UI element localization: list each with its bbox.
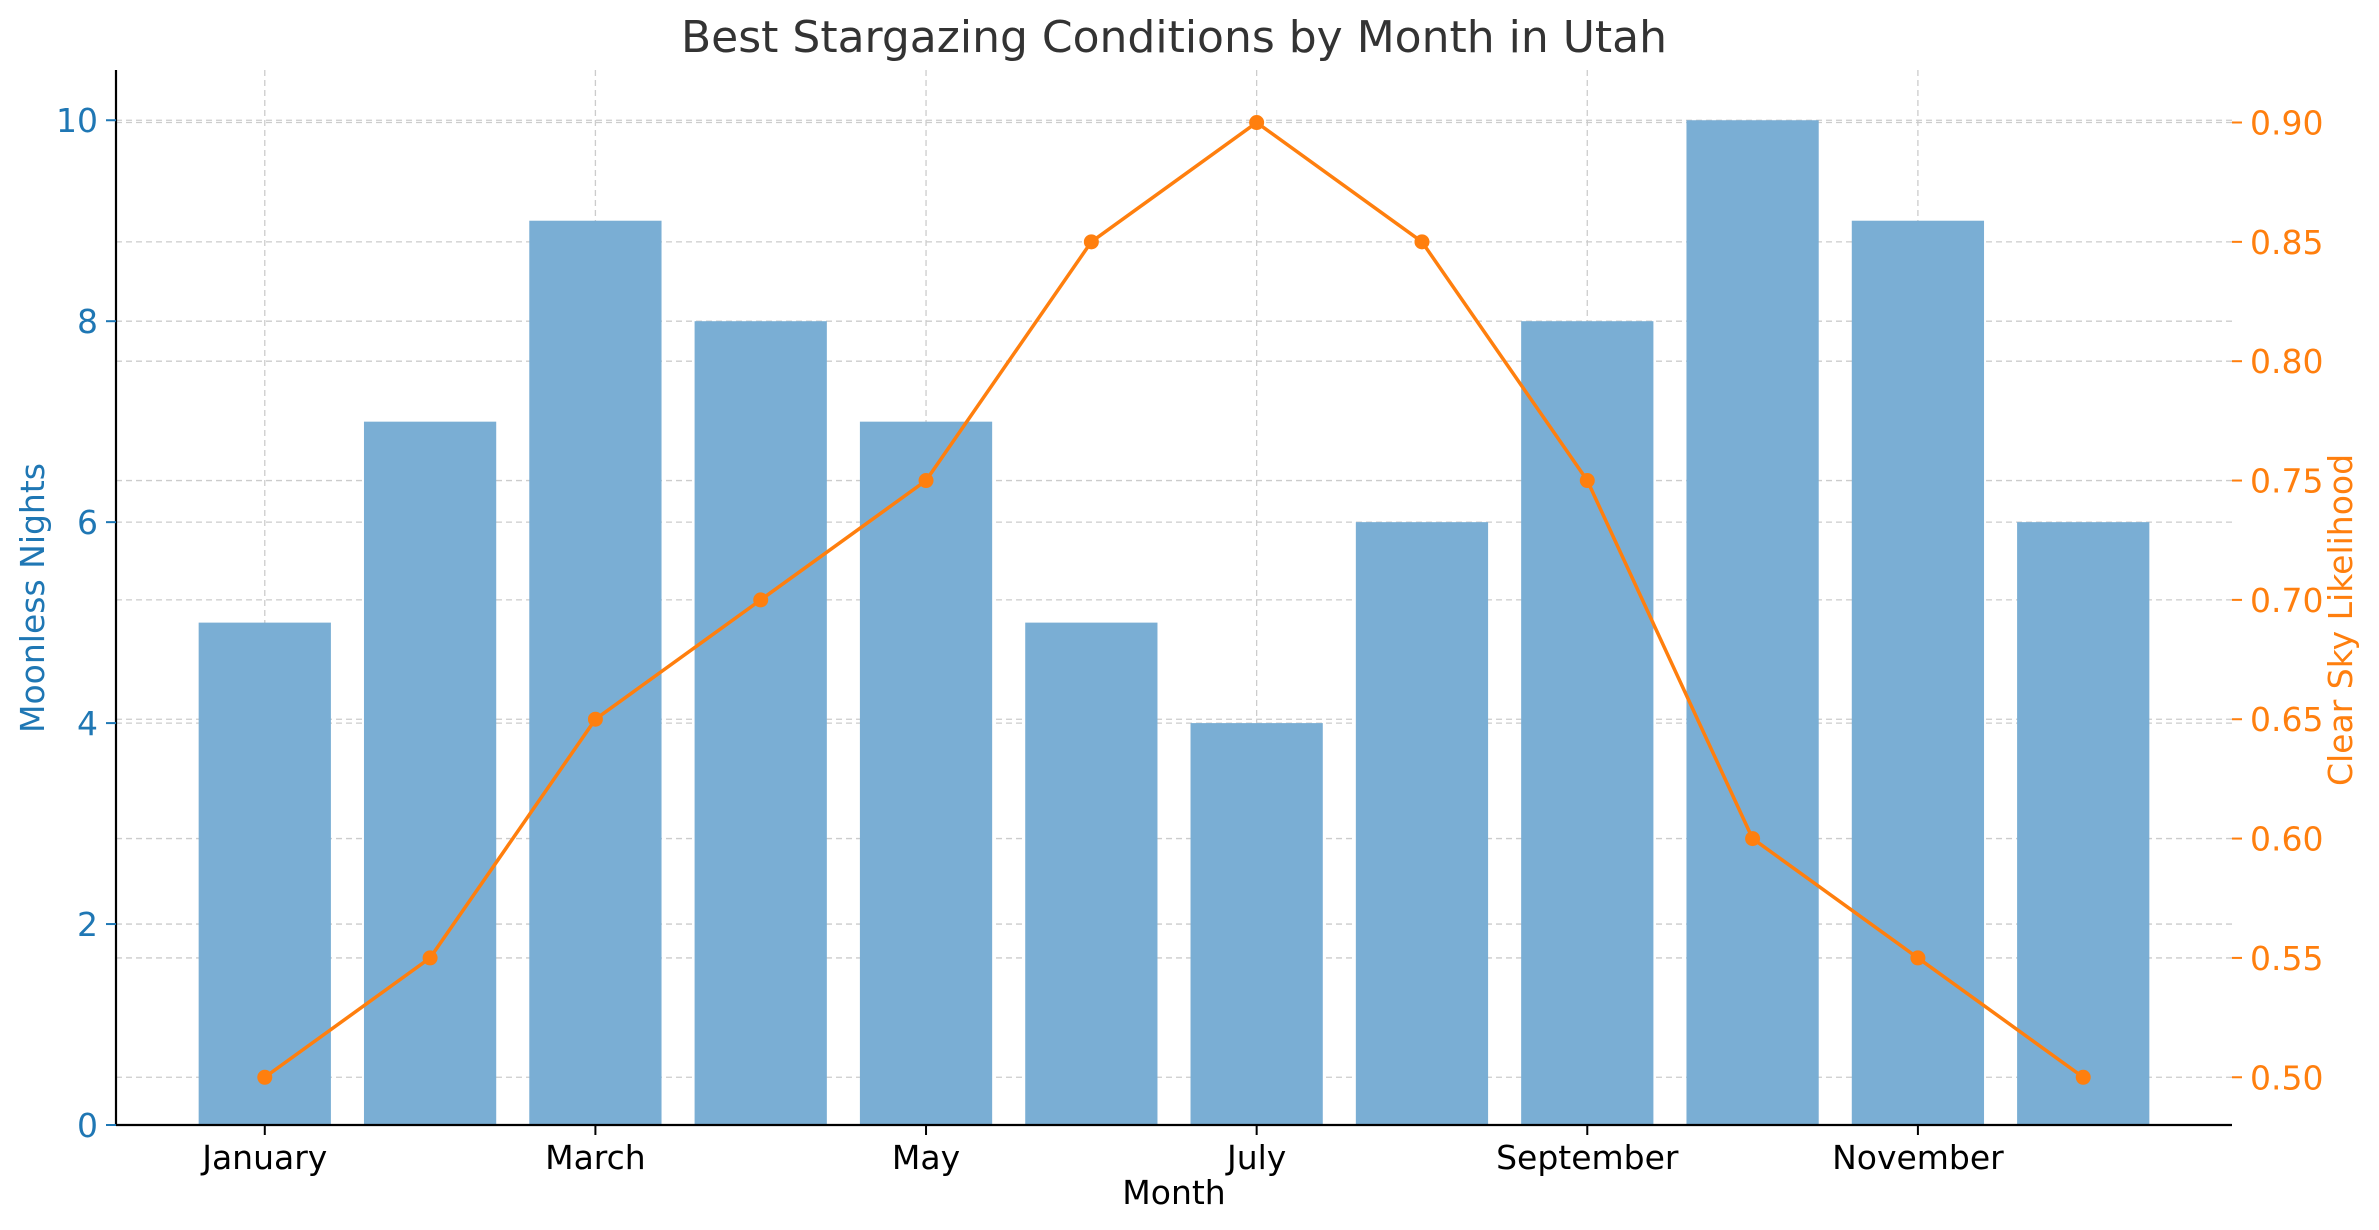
clear-sky-line — [263, 120, 2085, 1079]
bar — [529, 220, 662, 1125]
x-tick-label: November — [1832, 1138, 2004, 1177]
line-point — [1249, 115, 1265, 131]
bar — [1851, 220, 1985, 1125]
bar — [2017, 522, 2150, 1125]
line-point — [587, 711, 603, 727]
bar — [1686, 120, 1819, 1125]
x-tick-label: September — [1496, 1138, 1679, 1177]
y-left-tick-label: 0 — [77, 1106, 98, 1145]
line-point — [1910, 950, 1926, 966]
y-left-tick-label: 8 — [77, 302, 98, 341]
bar — [363, 421, 497, 1126]
bar — [1521, 321, 1654, 1125]
line-layer — [257, 115, 2091, 1085]
bar — [694, 321, 827, 1125]
chart-title: Best Stargazing Conditions by Month in U… — [681, 12, 1667, 63]
ticks-layer: 0 2 4 6 8 10 0.50 0.55 0.60 0.65 0.70 0.75 0.80 0.85 0… — [56, 101, 2323, 1177]
line-point — [918, 473, 934, 489]
axes-layer — [114, 70, 2232, 1127]
line-point — [1083, 234, 1099, 250]
x-tick-label: July — [1225, 1138, 1286, 1177]
y-right-tick-label: 0.60 — [2250, 820, 2323, 859]
bar — [1190, 723, 1323, 1125]
y-right-tick-label: 0.70 — [2250, 581, 2323, 620]
y-right-tick-label: 0.85 — [2250, 223, 2323, 262]
line-point — [422, 950, 438, 966]
y-left-tick-label: 6 — [77, 503, 98, 542]
y-right-tick-label: 0.75 — [2250, 462, 2323, 501]
bar — [198, 622, 331, 1125]
line-point — [753, 592, 769, 608]
line-point — [257, 1069, 273, 1085]
y-right-tick-label: 0.55 — [2250, 939, 2323, 978]
y-left-axis-title: Moonless Nights — [13, 463, 52, 733]
bars-layer — [198, 120, 2150, 1126]
line-point — [1414, 234, 1430, 250]
y-right-tick-label: 0.90 — [2250, 104, 2323, 143]
y-left-tick-label: 2 — [77, 905, 98, 944]
y-left-tick-label: 10 — [56, 101, 98, 140]
y-right-tick-label: 0.50 — [2250, 1058, 2323, 1097]
y-left-tick-label: 4 — [77, 704, 98, 743]
x-tick-label: March — [545, 1138, 646, 1177]
y-right-tick-label: 0.65 — [2250, 700, 2323, 739]
x-tick-label: May — [892, 1138, 960, 1177]
line-point — [1579, 473, 1595, 489]
x-axis-title: Month — [1122, 1173, 1225, 1212]
y-right-axis-title: Clear Sky Likelihood — [2321, 454, 2360, 786]
bar — [859, 421, 993, 1126]
bar — [1025, 622, 1158, 1125]
y-right-tick-label: 0.80 — [2250, 342, 2323, 381]
bar — [1355, 522, 1489, 1125]
line-point — [2075, 1069, 2091, 1085]
line-point — [1745, 831, 1761, 847]
x-tick-label: January — [200, 1138, 327, 1177]
